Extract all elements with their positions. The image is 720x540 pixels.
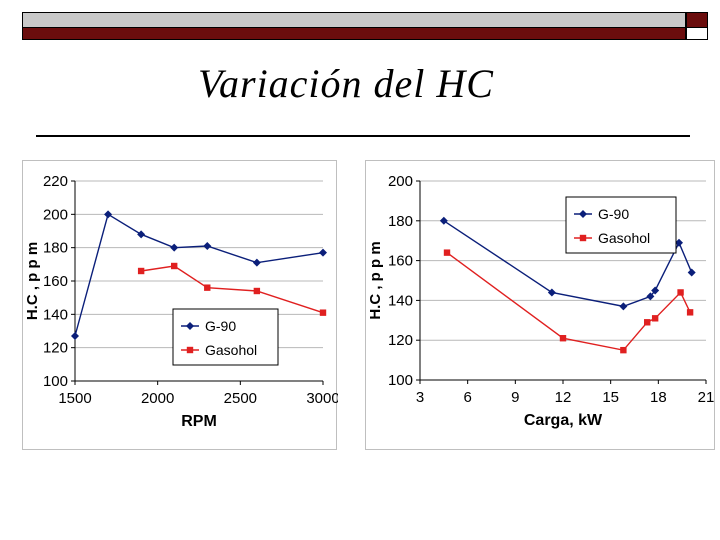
data-point — [644, 319, 651, 326]
data-point — [204, 284, 211, 291]
title-banner — [22, 12, 708, 40]
y-tick-label: 180 — [388, 213, 413, 230]
data-point — [674, 238, 683, 247]
data-point — [547, 288, 556, 297]
data-point — [620, 346, 627, 354]
y-tick-label: 120 — [43, 340, 68, 357]
legend-box — [172, 308, 279, 366]
x-tick-label: 2000 — [141, 390, 174, 407]
data-point — [559, 335, 567, 342]
x-tick-label: 9 — [511, 389, 519, 406]
data-point — [439, 216, 448, 225]
y-axis-title: H.C , p p m — [367, 241, 384, 319]
x-tick-label: 2500 — [224, 390, 257, 407]
y-tick-label: 100 — [388, 372, 413, 389]
legend-box — [565, 196, 677, 254]
x-tick-label: 3 — [416, 389, 424, 406]
data-point — [443, 249, 451, 256]
legend-label: Gasohol — [598, 230, 650, 246]
x-tick-label: 18 — [650, 389, 667, 406]
y-tick-label: 160 — [388, 253, 413, 270]
data-point — [687, 268, 696, 277]
data-point — [686, 309, 694, 316]
chart-hc-vs-load-svg: 100 120 140 160 180 200 3 6 9 12 15 18 21 Carga, kW H.… — [367, 173, 715, 429]
banner-grey-bar — [22, 12, 686, 28]
y-tick-label: 120 — [388, 332, 413, 349]
series-line-gasohol — [141, 265, 324, 314]
legend-label: G-90 — [598, 206, 629, 222]
data-point — [651, 315, 659, 322]
y-tick-label: 140 — [388, 292, 413, 309]
x-axis-title: Carga, kW — [524, 412, 603, 429]
legend-marker — [186, 322, 194, 330]
data-point — [137, 267, 145, 275]
x-tick-label: 21 — [698, 389, 715, 406]
data-point — [651, 286, 660, 295]
legend-label: Gasohol — [205, 342, 257, 358]
x-tick-label: 15 — [602, 389, 619, 406]
data-point — [646, 292, 655, 301]
chart-hc-vs-rpm-svg: 100 120 140 160 180 200 220 1500 2000 2500 3000 RPM… — [24, 173, 338, 430]
legend-marker — [579, 210, 587, 218]
chart-hc-vs-load: 100 120 140 160 180 200 3 6 9 12 15 18 21 Carga, kW H.… — [365, 160, 715, 450]
data-point — [619, 302, 628, 311]
y-tick-label: 160 — [43, 273, 68, 290]
y-tick-label: 200 — [388, 173, 413, 190]
series-line-gasohol — [446, 252, 691, 351]
y-tick-label: 200 — [43, 206, 68, 223]
y-tick-label: 140 — [43, 306, 68, 323]
y-axis-title: H.C , p p m — [24, 242, 41, 320]
legend-marker — [186, 346, 194, 354]
title-divider — [36, 135, 690, 137]
data-point — [137, 230, 146, 239]
data-point — [203, 242, 212, 250]
x-tick-label: 3000 — [306, 390, 338, 407]
slide-title: Variación del HC — [198, 61, 494, 106]
data-point — [319, 309, 327, 316]
data-point — [71, 332, 79, 340]
banner-corner-square-bottom — [686, 28, 708, 40]
data-point — [170, 243, 179, 252]
data-point — [104, 210, 113, 219]
legend-label: G-90 — [205, 318, 236, 334]
data-point — [253, 287, 261, 295]
data-point — [171, 262, 178, 270]
x-tick-label: 12 — [555, 389, 572, 406]
x-tick-label: 1500 — [58, 390, 91, 407]
y-tick-label: 180 — [43, 240, 68, 257]
banner-corner-square-top — [686, 12, 708, 28]
data-point — [677, 289, 684, 296]
data-point — [319, 248, 327, 257]
y-tick-label: 100 — [43, 373, 68, 390]
data-point — [252, 258, 261, 267]
banner-red-bar — [22, 28, 686, 40]
chart-hc-vs-rpm: 100 120 140 160 180 200 220 1500 2000 2500 3000 RPM… — [22, 160, 338, 450]
x-axis-title: RPM — [181, 413, 217, 430]
y-tick-label: 220 — [43, 173, 68, 190]
legend-marker — [579, 234, 587, 242]
x-tick-label: 6 — [463, 389, 471, 406]
